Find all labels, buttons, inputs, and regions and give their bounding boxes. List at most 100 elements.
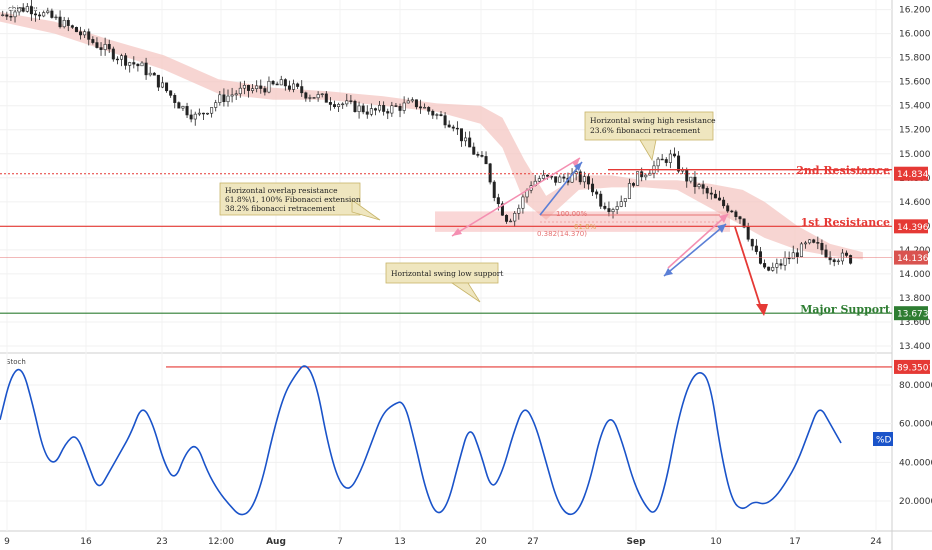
projection-arrow bbox=[734, 226, 763, 312]
candle-body bbox=[656, 158, 660, 167]
stoch-tick-label: 60.0000 bbox=[899, 420, 932, 430]
candle-body bbox=[722, 199, 726, 207]
candle-body bbox=[189, 114, 193, 120]
candle-body bbox=[455, 127, 459, 130]
price-badge-label: 14.396 bbox=[897, 223, 929, 233]
candle-body bbox=[99, 47, 103, 50]
candle-body bbox=[775, 263, 779, 268]
time-tick-label: 23 bbox=[156, 537, 167, 547]
candle-body bbox=[660, 158, 664, 161]
price-badge-label: 13.673 bbox=[897, 310, 929, 320]
candle-body bbox=[42, 12, 46, 17]
candle-body bbox=[787, 257, 791, 260]
candle-body bbox=[611, 209, 615, 213]
fib-label-mid: 61.8% bbox=[574, 223, 597, 231]
candle-body bbox=[128, 62, 132, 66]
stoch-tick-label: 40.0000 bbox=[899, 458, 932, 468]
candle-body bbox=[619, 201, 623, 207]
time-tick-label: 13 bbox=[394, 537, 405, 547]
candle-body bbox=[13, 11, 17, 18]
candle-body bbox=[193, 113, 197, 120]
candle-body bbox=[484, 156, 488, 165]
label-major-support: Major Support bbox=[800, 303, 891, 316]
candle-body bbox=[767, 266, 771, 271]
candle-body bbox=[521, 196, 525, 209]
candle-body bbox=[210, 107, 214, 114]
candle-body bbox=[562, 176, 566, 179]
time-tick-label: 16 bbox=[80, 537, 92, 547]
candle-body bbox=[70, 25, 74, 28]
candle-body bbox=[500, 203, 504, 216]
candle-body bbox=[492, 181, 496, 198]
candle-body bbox=[578, 171, 582, 183]
candle-body bbox=[206, 112, 210, 115]
candle-body bbox=[144, 62, 148, 76]
swing-arrow-blue-head bbox=[574, 162, 582, 171]
candle-body bbox=[242, 85, 246, 89]
candle-body bbox=[390, 105, 394, 114]
candle-body bbox=[623, 198, 627, 202]
candle-body bbox=[599, 193, 603, 207]
candle-body bbox=[337, 104, 341, 107]
stoch-d-badge bbox=[873, 432, 893, 446]
candle-body bbox=[480, 155, 484, 157]
note-swing-high: Horizontal swing high resistance 23.6% f… bbox=[584, 111, 716, 162]
candle-body bbox=[746, 226, 750, 240]
candle-body bbox=[820, 242, 824, 251]
candle-body bbox=[349, 100, 353, 102]
time-tick-label: 27 bbox=[527, 537, 538, 547]
candle-body bbox=[156, 74, 160, 88]
candle-body bbox=[701, 184, 705, 189]
candle-body bbox=[685, 169, 689, 182]
candle-body bbox=[332, 104, 336, 107]
candle-body bbox=[468, 137, 472, 148]
price-tick-label: 16.000 bbox=[899, 30, 931, 40]
stoch-level-badge-label: 89.3501 bbox=[897, 363, 932, 373]
candle-body bbox=[398, 106, 402, 111]
candle-body bbox=[509, 220, 513, 223]
cloud-area bbox=[0, 12, 863, 260]
swing-arrow-blue2-tail bbox=[664, 268, 673, 276]
candle-body bbox=[95, 42, 99, 48]
candle-body bbox=[87, 31, 91, 40]
stoch-tick-label: 80.0000 bbox=[899, 381, 932, 391]
candle-body bbox=[537, 178, 541, 182]
candle-body bbox=[427, 107, 431, 112]
note-overlap-line2: 61.8%\1, 100% Fibonacci extension bbox=[225, 195, 361, 204]
candle-body bbox=[603, 205, 607, 209]
candle-body bbox=[644, 174, 648, 178]
candle-body bbox=[439, 114, 443, 116]
candle-body bbox=[545, 174, 549, 177]
projection-arrow-head bbox=[756, 304, 768, 316]
candle-body bbox=[234, 93, 238, 96]
candle-body bbox=[668, 153, 672, 163]
price-tick-label: 13.400 bbox=[899, 342, 931, 352]
candle-body bbox=[238, 87, 242, 95]
label-2nd-resistance: 2nd Resistance bbox=[796, 164, 890, 177]
candle-body bbox=[591, 183, 595, 193]
candle-body bbox=[185, 106, 189, 116]
candle-body bbox=[91, 39, 95, 43]
candle-body bbox=[316, 94, 320, 99]
candle-body bbox=[369, 108, 373, 115]
candle-body bbox=[414, 99, 418, 108]
candle-body bbox=[66, 20, 70, 26]
candle-body bbox=[296, 83, 300, 87]
stoch-level-badge bbox=[894, 359, 930, 374]
candle-body bbox=[791, 252, 795, 260]
candle-body bbox=[214, 102, 218, 108]
time-tick-label: 17 bbox=[789, 537, 800, 547]
candle-body bbox=[259, 85, 263, 89]
candle-body bbox=[29, 6, 33, 15]
candle-body bbox=[693, 176, 697, 188]
candle-body bbox=[271, 80, 275, 85]
candle-body bbox=[312, 97, 316, 99]
candle-body bbox=[705, 188, 709, 194]
candle-body bbox=[488, 163, 492, 183]
candle-body bbox=[1, 14, 5, 16]
price-tick-label: 14.600 bbox=[899, 198, 931, 208]
candle-body bbox=[300, 86, 304, 94]
candle-body bbox=[734, 211, 738, 217]
swing-arrow-blue2-head bbox=[717, 224, 726, 233]
